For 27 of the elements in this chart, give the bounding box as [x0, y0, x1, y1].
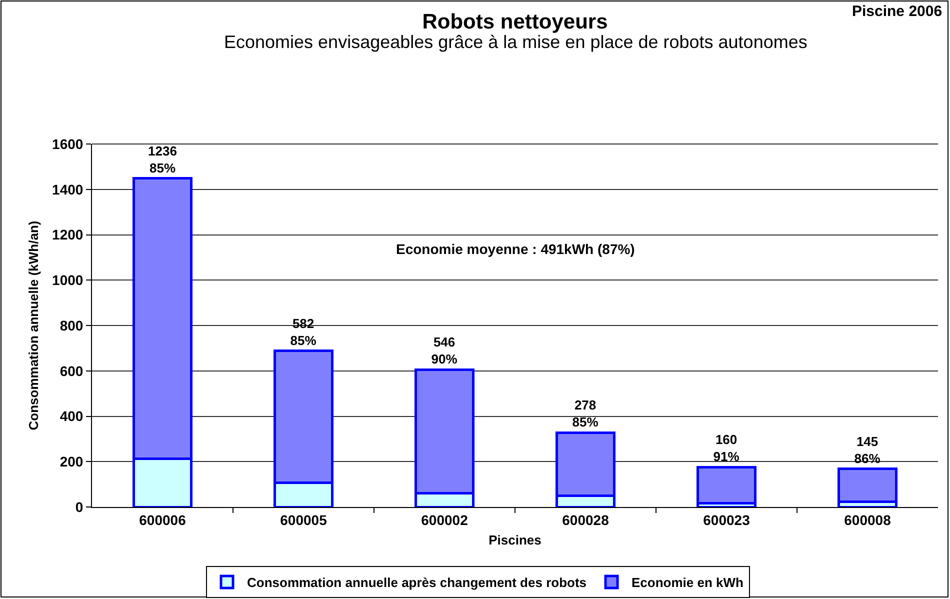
y-tick-label: 600 [60, 362, 84, 379]
annotation: Economie moyenne : 491kWh (87%) [396, 241, 635, 257]
y-tick-label: 0 [75, 498, 84, 515]
x-tick-label: 600002 [421, 512, 468, 528]
chart-subtitle: Economies envisageables grâce à la mise en place de robots autonomes [224, 32, 808, 52]
x-tick-label: 600006 [139, 512, 186, 528]
legend-label: Consommation annuelle après changement des robots [247, 575, 587, 590]
x-tick-label: 600023 [703, 512, 750, 528]
chart-title: Robots nettoyeurs [422, 10, 608, 34]
data-label: 546 90% [431, 334, 458, 367]
data-label: 160 91% [713, 432, 740, 464]
data-label: 1236 85% [148, 144, 177, 176]
y-tick-label: 1600 [52, 136, 84, 152]
y-tick-label: 200 [60, 454, 84, 470]
text: Piscine 2006 [852, 3, 942, 20]
y-tick-label: 1200 [52, 226, 84, 243]
y-axis-title: Consommation annuelle (kWh/an) [26, 220, 41, 430]
data-label: 278 85% [572, 398, 599, 430]
x-tick-label: 600028 [562, 512, 610, 528]
y-tick-label: 1000 [52, 272, 84, 288]
x-tick-label: 600008 [844, 512, 892, 528]
legend-label: Economie en kWh [632, 575, 744, 590]
y-tick-label: 1400 [52, 181, 84, 198]
y-tick-label: 400 [60, 408, 84, 424]
y-tick-label: 800 [60, 317, 84, 334]
x-tick-label: 600005 [280, 512, 328, 528]
x-axis-title: Piscines [488, 532, 542, 548]
